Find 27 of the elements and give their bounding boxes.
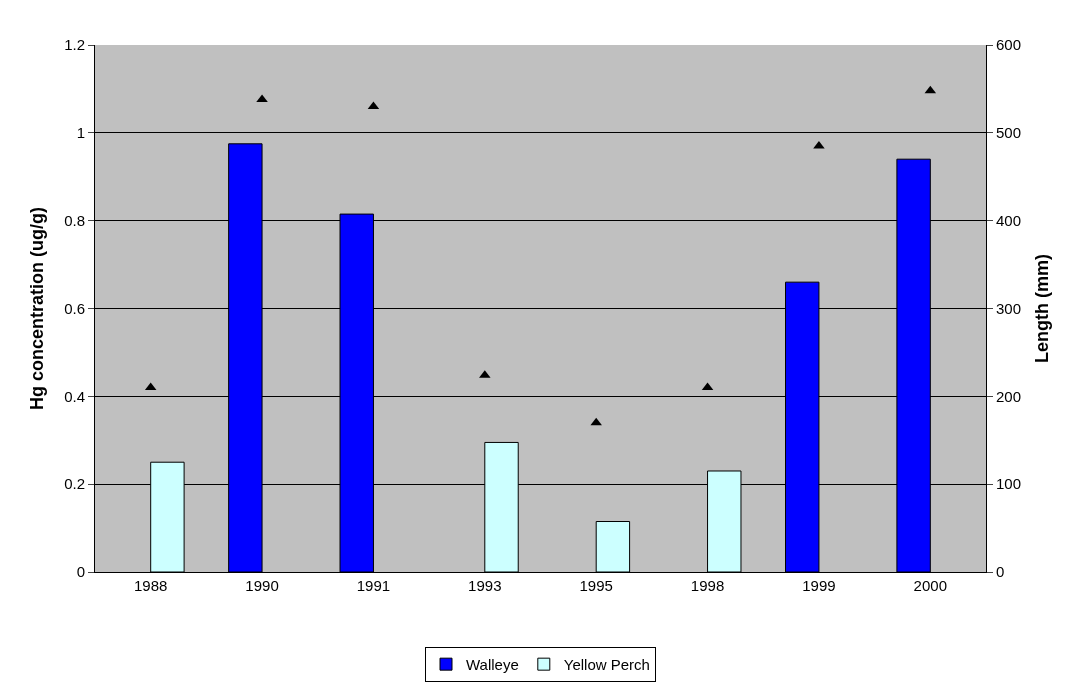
y2-tick-label: 500 [996,124,1022,142]
x-tick-label: 1999 [802,577,836,594]
y-tick-label: 0.6 [64,299,85,317]
x-tick-label: 1991 [356,577,391,594]
y2-tick-label: 100 [996,475,1022,493]
x-tick-label: 1988 [134,577,168,594]
x-tick-label: 2000 [913,577,947,594]
y-tick-label: 0.4 [64,387,85,405]
y-tick-label: 0.2 [64,475,85,493]
x-tick-label: 1993 [468,577,502,594]
y2-tick-label: 0 [996,563,1005,581]
y2-tick-label: 300 [996,299,1022,317]
x-tick-label: 1990 [245,577,279,594]
y-tick-label: 0 [76,563,85,581]
point [590,417,602,426]
y2-tick-label: 200 [996,387,1022,405]
legend-label: Yellow Perch [563,656,650,674]
y2-tick-label: 400 [996,211,1022,229]
y-tick-label: 1 [76,124,85,142]
y-tick-label: 1.2 [64,36,85,54]
x-tick-label: 1995 [579,577,613,594]
y-tick-label: 0.8 [64,211,85,229]
x-tick-label: 1998 [690,577,725,594]
legend-label: Walleye [466,656,519,674]
y-axis-title: Hg concentration (ug/g) [27,207,48,410]
y2-axis-title: Length (mm) [1032,254,1053,363]
y2-tick-label: 600 [996,36,1022,54]
